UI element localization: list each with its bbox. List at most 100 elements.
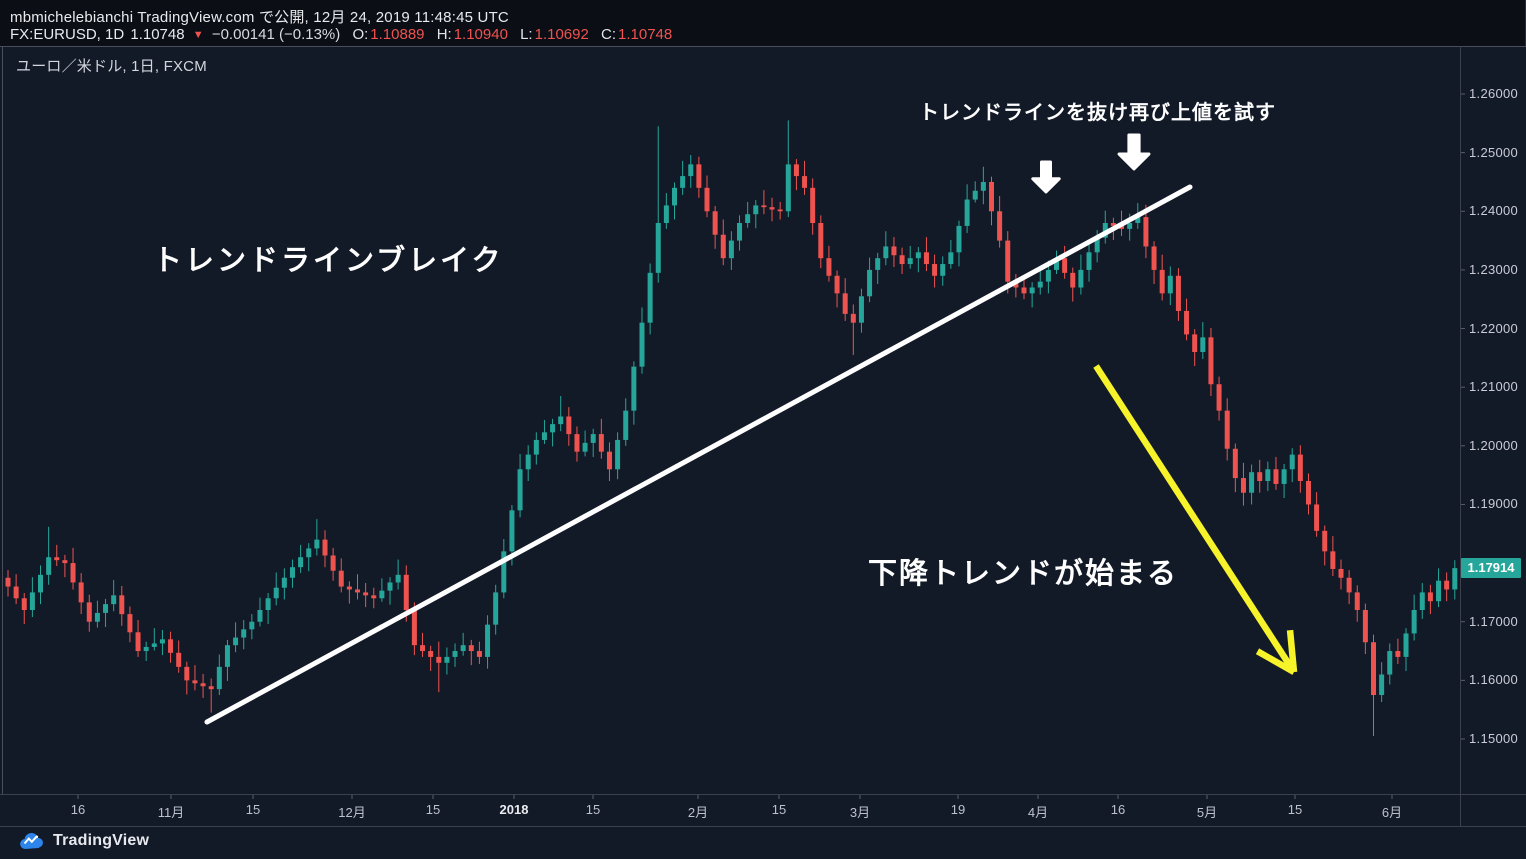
candle-body [1054, 258, 1060, 270]
candle-body [988, 181, 994, 212]
candle-body [1281, 469, 1287, 484]
candle-body [566, 416, 572, 435]
close-label: C: [601, 26, 617, 43]
candle-body [493, 592, 499, 625]
candle-body [135, 632, 141, 652]
candle-body [411, 609, 417, 646]
candle-body [1362, 609, 1368, 643]
last-price-value: 1.10748 [130, 26, 185, 43]
candle-body [159, 639, 165, 644]
candle-body [558, 416, 564, 425]
down-arrow-icon [1031, 160, 1061, 194]
time-tick-label: 16 [1110, 802, 1126, 817]
candle-body [1208, 337, 1214, 385]
candle-body [1338, 568, 1344, 578]
candle-body [980, 181, 986, 191]
candle-body [46, 557, 52, 575]
candle-body [1167, 275, 1173, 294]
candle-body [1330, 551, 1336, 569]
close-value: 1.10748 [618, 26, 673, 43]
candle-body [899, 255, 905, 265]
annotation-retest-upside: トレンドラインを抜け再び上値を試す [919, 102, 1276, 124]
candle-body [1346, 577, 1352, 593]
candle-body [5, 577, 11, 587]
candle-body [200, 683, 206, 687]
candle-body [485, 624, 491, 657]
candle-body [1192, 334, 1198, 352]
candle-body [62, 560, 68, 564]
candle-body [78, 582, 84, 603]
candle-body [574, 434, 580, 452]
candle-body [1119, 225, 1125, 229]
candle-body [281, 577, 287, 588]
candle-body [379, 590, 385, 599]
candle-body [1159, 269, 1165, 294]
time-tick-label: 5月 [1196, 805, 1218, 820]
candle-body [956, 225, 962, 253]
time-tick-label: 19 [950, 802, 966, 817]
candle-body [948, 252, 954, 265]
candle-body [1436, 580, 1442, 602]
candle-body [696, 164, 702, 188]
candle-body [1257, 472, 1263, 481]
candle-body [1021, 287, 1027, 294]
candle-body [509, 510, 515, 552]
symbol-status-line: FX:EURUSD, 1D 1.10748 ▼ −0.00141 (−0.13%… [10, 26, 674, 43]
down-arrow-icon [1117, 133, 1151, 171]
candle-body [1029, 287, 1035, 294]
candle-body [1403, 633, 1409, 657]
time-scale[interactable]: 16 11月 15 12月 15 2018 15 2月 15 3月 19 4月 16 5月 15 6月 [0, 794, 1460, 826]
candle-body [647, 272, 653, 323]
candle-body [932, 264, 938, 276]
candle-body [1037, 281, 1043, 288]
price-change: −0.00141 (−0.13%) [211, 26, 341, 43]
price-tick-label: 1.25000 [1469, 144, 1519, 160]
candle-body [1086, 252, 1092, 270]
price-tick-label: 1.16000 [1469, 672, 1519, 688]
footer: TradingView [0, 827, 1526, 859]
candle-body [1452, 568, 1458, 590]
candle-body [923, 252, 929, 265]
candle-body [1224, 410, 1230, 449]
last-price-tag: 1.17914 [1461, 558, 1521, 579]
candle-body [460, 645, 466, 652]
candle-body [346, 586, 352, 590]
candle-body [420, 645, 426, 652]
candle-body [395, 574, 401, 583]
candle-body [655, 222, 661, 273]
candle-body [1151, 246, 1157, 270]
candle-body [501, 551, 507, 593]
candle-body [541, 432, 547, 440]
candle-body [598, 434, 604, 452]
candle-body [1184, 310, 1190, 335]
candle-body [363, 592, 369, 596]
candle-body [590, 434, 596, 443]
price-scale[interactable]: 1.26000 1.25000 1.24000 1.23000 1.22000 1.210… [1461, 46, 1526, 794]
price-tick-label: 1.23000 [1469, 261, 1519, 277]
trendline-drawing [204, 184, 1193, 725]
pane-border-top [0, 46, 1526, 47]
candle-body [728, 240, 734, 259]
tradingview-logo-link[interactable]: TradingView [18, 832, 149, 850]
candle-body [265, 598, 271, 610]
candle-body [216, 666, 222, 690]
candle-body [13, 586, 19, 599]
candle-body [802, 176, 808, 188]
candle-body [1070, 272, 1076, 288]
price-axis-line [1460, 46, 1461, 826]
candle-body [997, 211, 1003, 241]
time-tick-label: 11月 [157, 805, 185, 820]
candle-body [867, 269, 873, 297]
candle-body [1273, 469, 1279, 484]
candle-body [615, 439, 621, 470]
time-tick-label: 15 [425, 802, 441, 817]
candle-body [168, 639, 174, 653]
candle-body [103, 604, 109, 613]
candle-body [371, 595, 377, 599]
candle-body [306, 548, 312, 558]
candle-body [850, 313, 856, 323]
candle-body [1387, 651, 1393, 675]
candle-body [606, 451, 612, 470]
